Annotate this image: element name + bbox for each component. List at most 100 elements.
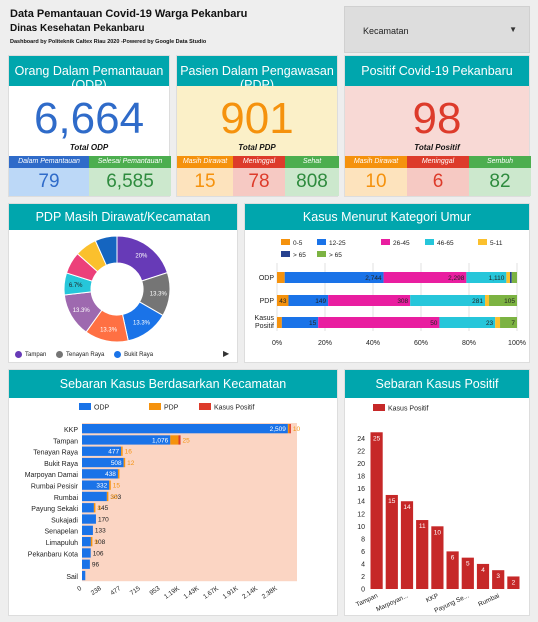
kec-bar (121, 446, 123, 456)
pdp-total-value: 901 (220, 94, 294, 143)
age-xtick: 0% (272, 340, 282, 347)
age-bar-segment (288, 295, 329, 306)
kec-bar (82, 570, 86, 581)
age-bar-label: 1,110 (489, 275, 505, 282)
pdp-c-value: 808 (285, 168, 339, 196)
kec-bar (82, 491, 107, 502)
kec-cat-label: Sukajadi (51, 517, 78, 524)
age-bar-segment (277, 295, 289, 306)
kec-bar-label: 25 (183, 437, 191, 444)
pos-bar-label: 14 (403, 504, 411, 511)
age-bar-segment (277, 317, 282, 328)
pos-xtick: KKP (425, 592, 440, 604)
kec-xtick: 1.67K (202, 585, 220, 601)
kec-legend-swatch (199, 403, 211, 410)
age-bar-segment (511, 272, 517, 283)
age-legend-label: > 65 (329, 252, 342, 259)
pos-bar (370, 432, 383, 589)
kec-bar-label: 106 (93, 550, 104, 557)
age-legend-swatch (425, 239, 434, 245)
pos-ytick: 22 (357, 449, 365, 456)
pos-ytick: 6 (361, 549, 365, 556)
age-legend-swatch (281, 251, 290, 257)
age-bar-segment (328, 295, 411, 306)
kec-bar-label: 2,509 (270, 426, 287, 433)
kec-bar (82, 503, 94, 513)
kec-bar (170, 435, 179, 445)
age-bar-label: 281 (472, 298, 483, 305)
pos-bar (507, 576, 520, 589)
pos-ytick: 0 (361, 587, 365, 594)
age-chart: 0-5 12-25 26-45 46-65 5-11 > 65 > 65 0% 20% 40% 60… (255, 239, 526, 347)
pos-bar (385, 494, 398, 589)
kec-cat-label: Sail (66, 574, 78, 581)
kec-bar (289, 424, 291, 434)
donut-legend-1: Tenayan Raya (66, 352, 105, 359)
kec-bar-label: 170 (98, 516, 109, 523)
kec-bar-label: 16 (125, 449, 133, 456)
positif-total-label: Total Positif (414, 143, 460, 152)
kec-bar-label: 108 (94, 539, 105, 546)
kecamatan-dropdown[interactable]: Kecamatan ▼ (344, 6, 530, 53)
pos-legend-swatch (373, 404, 385, 411)
positif-card: Positif Covid-19 Pekanbaru 98 Total Posi… (344, 55, 531, 197)
page-credit: Dashboard by Politeknik Caltex Riau 2020… (10, 39, 207, 45)
kec-bar-label: 303 (110, 494, 121, 501)
age-bar-label: 50 (430, 320, 438, 327)
legend-next-icon[interactable]: ▶ (223, 349, 230, 358)
pos-bar (416, 520, 429, 589)
odp-total-value: 6,664 (33, 94, 145, 143)
kec-cat-label: Bukit Raya (44, 461, 78, 468)
pos-bar-label: 5 (466, 561, 470, 568)
pos-ytick: 2 (361, 574, 365, 581)
kec-bar (82, 424, 288, 434)
age-bar-label: 7 (511, 320, 515, 327)
kec-bar (93, 503, 96, 513)
pos-bar-label: 4 (481, 567, 485, 574)
age-bar-segment (466, 272, 507, 283)
pos-ytick: 16 (357, 486, 365, 493)
pdp-total-label: Total PDP (238, 143, 276, 152)
donut-slice (94, 235, 118, 266)
kec-legend-label: ODP (94, 405, 110, 412)
pos-bar-label: 6 (451, 554, 455, 561)
kec-xtick: 477 (109, 585, 122, 597)
age-bar-segment (318, 317, 440, 328)
positif-total-value: 98 (412, 94, 462, 143)
kec-bar (82, 446, 122, 456)
age-legend-swatch (381, 239, 390, 245)
kec-bar-label: 133 (95, 528, 106, 535)
kec-bar (123, 457, 126, 468)
kec-legend-swatch (79, 403, 91, 410)
age-legend-label: > 65 (293, 252, 306, 259)
kec-bar (82, 548, 91, 558)
kec-cat-label: Tenayan Raya (33, 450, 78, 457)
kecamatan-chart: ODP PDP Kasus Positif 0 238 477 715 953 1.19K 1.4… (25, 403, 301, 601)
donut-chart: 20% 13.3% 13.3% 13.3% 13.3% 6.7% (63, 235, 171, 343)
pos-ytick: 18 (357, 474, 365, 481)
kec-bar-label: 508 (111, 460, 122, 467)
kec-bar (82, 435, 171, 445)
kec-xtick: 1.43K (183, 585, 201, 601)
positif-a-value: 10 (345, 168, 407, 196)
pos-bar (400, 501, 414, 589)
age-bar-segment (509, 272, 512, 283)
pos-ytick: 10 (357, 524, 365, 531)
donut-legend-2: Bukit Raya (124, 352, 154, 359)
age-bar-segment (383, 272, 467, 283)
pos-ytick: 24 (357, 436, 365, 443)
pos-bar (476, 563, 490, 589)
kec-bar (178, 435, 181, 445)
age-bar-segment (489, 295, 517, 306)
odp-card: Orang Dalam Pemantauan (ODP) 6,664 Total… (8, 55, 171, 197)
page-title: Data Pemantauan Covid-19 Warga Pekanbaru (10, 8, 248, 20)
kec-bar (82, 480, 110, 490)
age-cat-label: PDP (260, 298, 275, 305)
kec-cat-label: Tampan (53, 438, 78, 445)
age-bar-segment (485, 295, 490, 306)
age-bar-label: 308 (397, 298, 408, 305)
donut-legend-0: Tampan (25, 352, 47, 359)
kec-bar (90, 537, 93, 547)
pdp-a-label: Masih Dirawat (177, 156, 233, 168)
